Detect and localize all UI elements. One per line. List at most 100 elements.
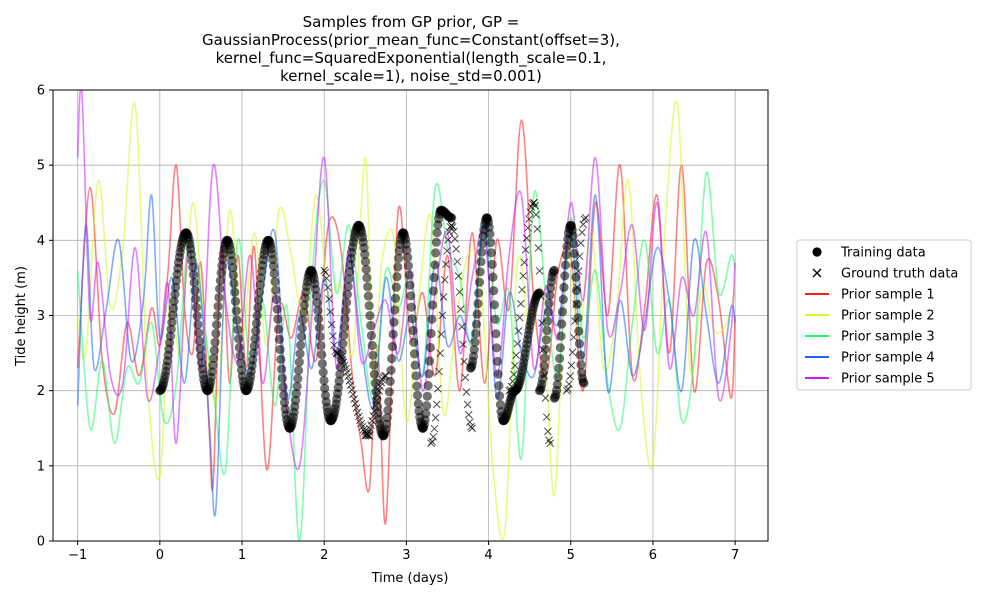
training-point (385, 376, 395, 386)
training-point (215, 284, 225, 294)
ground-truth-marker (579, 220, 588, 229)
training-point (382, 413, 392, 423)
training-point (274, 324, 284, 334)
training-point (335, 369, 345, 379)
training-point (425, 356, 435, 366)
y-ticks: 0 1 2 3 4 5 6 (37, 84, 53, 550)
ground-truth-marker (347, 385, 356, 394)
training-point (249, 341, 259, 351)
ground-truth-marker (326, 307, 335, 316)
training-point (315, 331, 325, 342)
ground-truth-marker (513, 339, 522, 348)
training-point (209, 345, 219, 355)
training-point (493, 369, 503, 379)
ground-truth-marker (544, 427, 552, 436)
training-point (277, 364, 287, 374)
ground-truth-marker (444, 236, 453, 244)
y-tick-label: 4 (37, 234, 45, 249)
training-point (540, 353, 550, 363)
legend-handle-1 (812, 247, 822, 257)
training-point (391, 282, 401, 292)
training-point (447, 213, 457, 223)
ground-truth-marker (521, 245, 530, 254)
training-point (229, 278, 239, 289)
training-point (271, 285, 281, 295)
training-point (384, 397, 394, 407)
training-point (228, 270, 238, 280)
training-point (575, 350, 585, 360)
training-point (384, 387, 394, 397)
training-point (569, 239, 579, 249)
training-point (170, 289, 180, 299)
training-point (410, 360, 420, 370)
training-point (388, 329, 398, 339)
training-point (386, 365, 396, 375)
training-point (338, 339, 348, 349)
training-point (213, 301, 223, 311)
training-point (319, 375, 329, 386)
training-point (317, 359, 327, 369)
training-layer (155, 205, 589, 441)
training-point (299, 307, 309, 317)
y-tick-label: 2 (37, 384, 45, 399)
training-point (211, 328, 221, 339)
training-point (367, 340, 377, 351)
training-point (569, 248, 580, 259)
training-point (409, 349, 420, 359)
training-point (406, 302, 416, 312)
ground-truth-marker (458, 322, 466, 331)
training-point (311, 291, 321, 301)
y-axis-label: Tide height (m) (14, 266, 29, 367)
training-point (486, 248, 496, 258)
ground-truth-marker (567, 361, 576, 370)
plot-area: −1 0 1 2 3 4 5 6 7 0 1 2 3 4 5 6 (37, 84, 769, 563)
training-point (411, 371, 421, 381)
training-point (187, 256, 197, 266)
ground-truth-marker (542, 413, 551, 421)
training-point (471, 329, 481, 339)
training-point (318, 367, 328, 377)
training-point (540, 344, 551, 354)
training-point (426, 328, 436, 339)
training-point (227, 263, 238, 273)
training-point (270, 277, 280, 287)
y-tick-label: 6 (37, 84, 45, 99)
training-point (292, 381, 302, 391)
training-point (293, 365, 304, 375)
ground-truth-marker (351, 399, 360, 408)
training-point (234, 334, 244, 344)
training-point (559, 282, 569, 292)
training-point (210, 337, 220, 347)
ground-truth-marker (455, 288, 464, 296)
training-point (362, 273, 372, 283)
training-point (490, 314, 500, 324)
ground-truth-marker (535, 266, 544, 275)
training-point (571, 272, 581, 282)
training-point (231, 306, 241, 316)
legend-label-2: Ground truth data (841, 267, 958, 282)
training-point (403, 261, 413, 271)
legend-label-1: Training data (840, 246, 926, 261)
training-point (196, 351, 206, 361)
ground-truth-marker (563, 385, 572, 393)
training-point (341, 306, 351, 316)
training-point (272, 304, 282, 314)
training-point (298, 315, 308, 325)
training-point (275, 344, 285, 355)
ground-truth-marker (459, 340, 467, 349)
y-tick-label: 3 (37, 309, 45, 324)
training-point (166, 324, 176, 334)
training-point (389, 317, 399, 327)
training-point (570, 260, 580, 270)
ground-truth-marker (429, 432, 438, 441)
ground-truth-marker (463, 400, 472, 409)
legend-label-5: Prior sample 3 (841, 330, 935, 345)
training-point (195, 344, 205, 354)
training-point (193, 319, 203, 330)
training-point (534, 288, 545, 298)
training-point (342, 297, 352, 307)
ground-truth-marker (350, 395, 358, 403)
ground-truth-marker (534, 244, 543, 252)
title-line-4: kernel_scale=1), noise_std=0.001) (280, 67, 542, 86)
ground-truth-marker (438, 311, 447, 320)
